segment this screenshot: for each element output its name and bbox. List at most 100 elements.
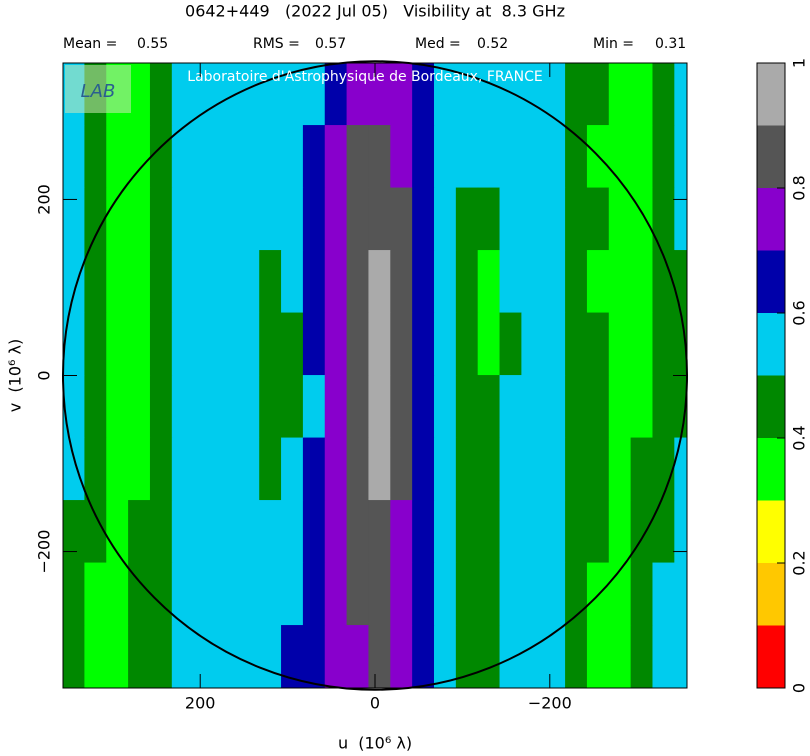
- x-tick-label: −200: [528, 694, 572, 713]
- cell: [84, 500, 107, 564]
- cell: [630, 500, 654, 564]
- colorbar-frame: [756, 62, 786, 689]
- cell: [455, 125, 479, 189]
- stat-label: RMS =: [253, 36, 300, 52]
- chart-title: 0642+449 (2022 Jul 05) Visibility at 8.3…: [185, 2, 565, 21]
- cell: [433, 250, 457, 314]
- cell: [477, 312, 501, 376]
- cell: [302, 625, 326, 688]
- cell: [565, 187, 588, 251]
- colorbar-tick-label: 1: [790, 58, 809, 68]
- cell: [106, 312, 129, 376]
- cell: [324, 562, 348, 626]
- cell: [433, 625, 457, 688]
- cell: [215, 312, 238, 376]
- cell: [521, 562, 544, 626]
- cell: [128, 125, 151, 189]
- cell: [128, 625, 151, 688]
- cell: [259, 625, 282, 688]
- cell: [149, 63, 173, 126]
- cell: [565, 312, 588, 376]
- cell: [302, 187, 326, 251]
- cell: [259, 375, 282, 439]
- cell: [237, 187, 260, 251]
- colorbar-tick-label: 0: [790, 683, 809, 693]
- cell: [608, 187, 632, 251]
- cell: [674, 125, 687, 189]
- watermark: Laboratoire d'Astrophysique de Bordeaux,…: [187, 69, 542, 85]
- cell: [521, 187, 544, 251]
- logo-box: [65, 65, 131, 113]
- colorbar-segment: [757, 625, 785, 688]
- cell: [630, 375, 654, 439]
- cell: [84, 187, 107, 251]
- cell: [193, 500, 217, 564]
- cell: [630, 187, 654, 251]
- cell: [63, 562, 86, 626]
- cell: [630, 250, 654, 314]
- cell: [149, 500, 173, 564]
- cell: [193, 625, 217, 688]
- cell: [499, 125, 522, 189]
- cell: [390, 250, 413, 314]
- cell: [193, 375, 217, 439]
- cell: [630, 63, 654, 126]
- colorbar-segment: [757, 438, 785, 501]
- cell: [499, 625, 522, 688]
- cell: [674, 437, 687, 501]
- cell: [171, 625, 195, 688]
- cell: [499, 312, 522, 376]
- cell: [346, 562, 370, 626]
- cell: [281, 562, 304, 626]
- cell: [215, 63, 238, 126]
- cell: [433, 375, 457, 439]
- cell: [652, 250, 675, 314]
- cell: [63, 437, 86, 501]
- cell: [346, 500, 370, 564]
- cell: [324, 63, 348, 126]
- cell: [565, 63, 588, 126]
- cell: [565, 500, 588, 564]
- cell: [390, 562, 413, 626]
- cell: [652, 187, 675, 251]
- cell: [565, 437, 588, 501]
- cell: [324, 500, 348, 564]
- cell: [171, 187, 195, 251]
- cell: [324, 437, 348, 501]
- cell: [674, 625, 687, 688]
- cell: [543, 250, 566, 314]
- cell: [565, 375, 588, 439]
- cell: [281, 125, 304, 189]
- cell: [84, 437, 107, 501]
- cell: [63, 625, 86, 688]
- colorbar-segment: [757, 63, 785, 126]
- cell: [259, 562, 282, 626]
- cell: [324, 625, 348, 688]
- cell: [630, 125, 654, 189]
- cell: [368, 625, 391, 688]
- cell: [259, 63, 282, 126]
- cell: [128, 312, 151, 376]
- cell: [368, 312, 391, 376]
- cell: [433, 63, 457, 126]
- cell: [390, 500, 413, 564]
- cell: [390, 125, 413, 189]
- cell: [368, 562, 391, 626]
- cell: [63, 500, 86, 564]
- cell: [302, 500, 326, 564]
- cell: [215, 625, 238, 688]
- x-tick-label: 0: [370, 694, 380, 713]
- cell: [608, 63, 632, 126]
- cell: [259, 125, 282, 189]
- cell: [477, 625, 501, 688]
- colorbar-segment: [757, 375, 785, 438]
- colorbar-tick-label: 0.6: [790, 300, 809, 325]
- cell: [237, 250, 260, 314]
- cell: [674, 63, 687, 126]
- cell: [674, 562, 687, 626]
- cell: [499, 500, 522, 564]
- cell: [259, 250, 282, 314]
- cell: [477, 250, 501, 314]
- cell: [608, 625, 632, 688]
- cell: [106, 187, 129, 251]
